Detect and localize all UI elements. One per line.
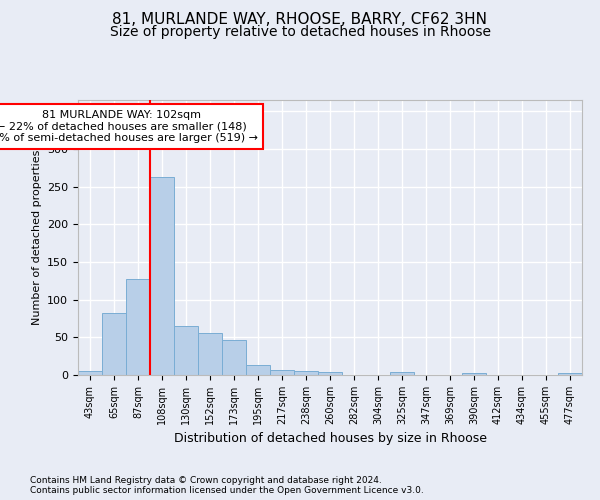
- Bar: [174, 326, 198, 375]
- Bar: [222, 340, 246, 375]
- Bar: [126, 280, 150, 375]
- Bar: [198, 333, 222, 375]
- Text: Contains HM Land Registry data © Crown copyright and database right 2024.
Contai: Contains HM Land Registry data © Crown c…: [30, 476, 424, 495]
- Bar: [390, 372, 414, 375]
- Bar: [270, 370, 294, 375]
- Bar: [246, 365, 270, 375]
- Text: 81 MURLANDE WAY: 102sqm
← 22% of detached houses are smaller (148)
77% of semi-d: 81 MURLANDE WAY: 102sqm ← 22% of detache…: [0, 110, 258, 143]
- X-axis label: Distribution of detached houses by size in Rhoose: Distribution of detached houses by size …: [173, 432, 487, 446]
- Y-axis label: Number of detached properties: Number of detached properties: [32, 150, 41, 325]
- Bar: [78, 371, 102, 375]
- Bar: [318, 372, 342, 375]
- Bar: [294, 371, 318, 375]
- Bar: [150, 177, 174, 375]
- Bar: [558, 372, 582, 375]
- Bar: [102, 313, 126, 375]
- Bar: [462, 374, 486, 375]
- Text: Size of property relative to detached houses in Rhoose: Size of property relative to detached ho…: [110, 25, 491, 39]
- Text: 81, MURLANDE WAY, RHOOSE, BARRY, CF62 3HN: 81, MURLANDE WAY, RHOOSE, BARRY, CF62 3H…: [113, 12, 487, 28]
